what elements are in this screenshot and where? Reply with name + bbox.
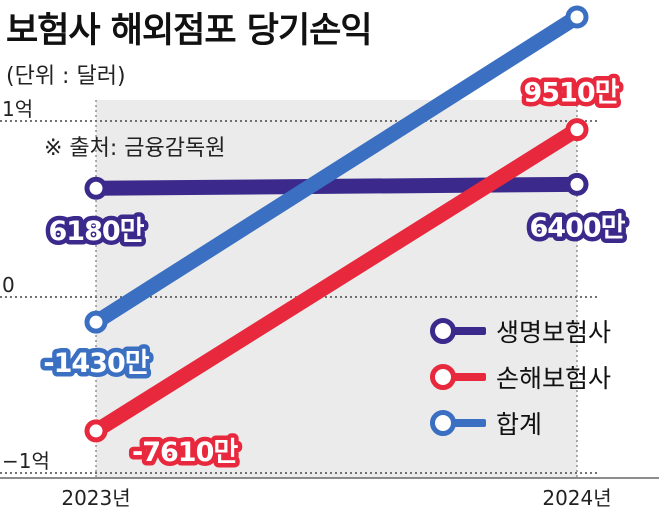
- legend-label-life: 생명보험사: [496, 318, 612, 347]
- legend-item-nonlife: 손해보험사: [430, 354, 611, 400]
- legend-life-marker: [430, 316, 486, 346]
- data-label-0-1: 6400만: [530, 212, 626, 243]
- x-tick-label-1: 2024년: [542, 486, 611, 510]
- legend-label-nonlife: 손해보험사: [496, 364, 612, 393]
- legend-item-total: 합계: [430, 400, 611, 446]
- data-point-2-1: [565, 5, 589, 29]
- y-tick-label-0: 1억: [2, 97, 33, 121]
- data-label-1-1: 9510만: [524, 78, 620, 109]
- data-point-0-1: [565, 172, 589, 196]
- legend-item-life: 생명보험사: [430, 308, 611, 354]
- data-point-2-0: [84, 310, 108, 334]
- x-tick-label-0: 2023년: [61, 486, 130, 510]
- series-line-1: [88, 122, 585, 439]
- data-point-0-0: [84, 176, 108, 200]
- legend-label-total: 합계: [496, 410, 543, 439]
- data-label-0-0: 6180만: [49, 216, 145, 247]
- legend-total-marker: [430, 408, 486, 438]
- data-label-1-0: -7610만: [132, 437, 238, 468]
- data-point-1-0: [84, 419, 108, 443]
- y-tick-label-2: −1억: [2, 449, 50, 473]
- unit-label: (단위 : 달러): [6, 64, 126, 89]
- data-label-2-0: -1430만: [43, 348, 149, 379]
- source-note: ※ 출처: 금융감독원: [44, 136, 226, 161]
- series-line-0: [88, 176, 585, 196]
- legend: 생명보험사 손해보험사 합계: [430, 308, 611, 446]
- y-tick-label-1: 0: [2, 273, 15, 297]
- series-line-2: [88, 9, 585, 330]
- data-point-1-1: [565, 118, 589, 142]
- chart-title: 보험사 해외점포 당기손익: [6, 11, 373, 51]
- legend-nonlife-marker: [430, 362, 486, 392]
